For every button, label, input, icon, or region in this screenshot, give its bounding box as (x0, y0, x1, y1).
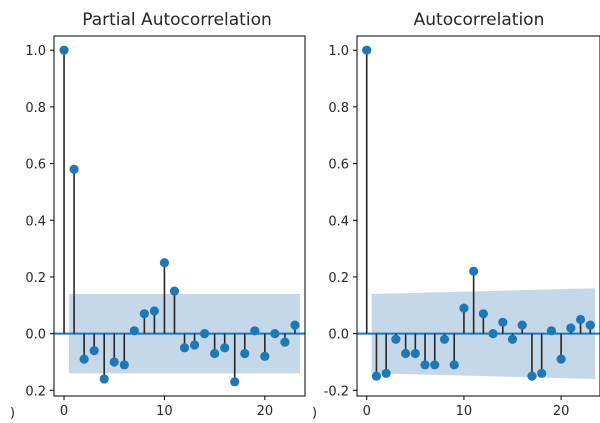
pacf-point (210, 348, 220, 359)
pacf-ytick-label: 0.8 (25, 101, 46, 116)
pacf-point (59, 45, 69, 55)
acf-xtick-label: 0 (363, 404, 371, 419)
pacf-ytick-label: 0.6 (25, 158, 46, 173)
acf-point (430, 360, 440, 370)
pacf-xtick-label: 20 (257, 404, 274, 419)
pacf-ytick-label: 0.2 (25, 384, 46, 399)
pacf-point (250, 326, 260, 336)
pacf-point (169, 286, 180, 296)
pacf-point (109, 357, 119, 367)
pacf-point (69, 164, 79, 174)
acf-left-edge-fragment: ) (312, 406, 317, 421)
acf-point (575, 314, 586, 325)
acf-point (478, 309, 488, 319)
pacf-left-edge-fragment: ) (10, 406, 15, 421)
pacf-plot-area: 0.2 0.0 0.2 0.4 0.6 0.8 1.0 0 10 20 (25, 35, 306, 419)
acf-point (459, 303, 469, 313)
acf-frame (356, 35, 600, 397)
pacf-point (79, 354, 89, 364)
pacf-point (290, 320, 300, 330)
pacf-point (179, 343, 190, 353)
acf-ytick-label: 0.0 (328, 328, 349, 343)
acf-point (566, 323, 576, 333)
acf-point (498, 317, 508, 327)
acf-point (556, 354, 566, 364)
pacf-point (280, 337, 290, 347)
acf-point (469, 266, 479, 276)
pacf-point (89, 346, 99, 356)
pacf-title: Partial Autocorrelation (82, 10, 272, 30)
acf-plot-area: -0.2 0.0 0.2 0.4 0.6 0.8 1.0 0 10 20 (324, 35, 600, 419)
pacf-ytick-label: 1.0 (25, 44, 46, 59)
pacf-ytick-label: 0.2 (25, 271, 46, 286)
acf-xtick-label: 10 (456, 404, 473, 419)
pacf-point (220, 343, 230, 353)
pacf-point (159, 258, 170, 268)
acf-point (488, 329, 498, 339)
acf-point (449, 360, 459, 370)
pacf-point (200, 329, 210, 339)
acf-point (401, 348, 411, 359)
acf-title: Autocorrelation (414, 10, 545, 30)
acf-point (391, 334, 401, 344)
acf-point (420, 360, 430, 370)
acf-panel: Autocorrelation ) -0.2 0.0 0.2 0.4 0.6 0.8 1.0… (312, 10, 600, 421)
pacf-ytick-label: 0.0 (25, 328, 46, 343)
acf-point (439, 334, 450, 344)
acf-point (507, 334, 518, 344)
acf-ytick-label: 0.4 (328, 214, 349, 229)
pacf-point (230, 377, 240, 387)
pacf-point (240, 348, 250, 359)
pacf-point (129, 326, 139, 336)
pacf-point (139, 309, 149, 319)
acf-ytick-label: 1.0 (328, 44, 349, 59)
pacf-point (99, 374, 109, 384)
acf-point (381, 368, 391, 378)
pacf-xtick-label: 10 (156, 404, 173, 419)
acf-ytick-label: 0.2 (328, 271, 349, 286)
acf-ytick-label: 0.8 (328, 101, 349, 116)
acf-point (527, 371, 537, 381)
acf-point (517, 320, 527, 330)
pacf-point (119, 360, 129, 370)
pacf-point (270, 329, 280, 339)
pacf-point (149, 306, 159, 316)
pacf-point (260, 351, 270, 361)
acf-point (585, 320, 595, 330)
acf-point (362, 45, 372, 55)
pacf-frame (53, 35, 306, 397)
acf-point (537, 368, 547, 378)
pacf-panel: Partial Autocorrelation ) 0.20.00.20.40.… (10, 10, 306, 421)
pacf-ytick-label: 0.4 (25, 214, 46, 229)
acf-xtick-label: 20 (553, 404, 570, 419)
pacf-point (189, 340, 200, 350)
acf-point (410, 348, 420, 359)
acf-point (546, 326, 557, 336)
acf-ytick-label: 0.6 (328, 158, 349, 173)
pacf-xtick-label: 0 (60, 404, 68, 419)
acf-point (371, 371, 382, 381)
acf-ytick-label: -0.2 (324, 384, 349, 399)
